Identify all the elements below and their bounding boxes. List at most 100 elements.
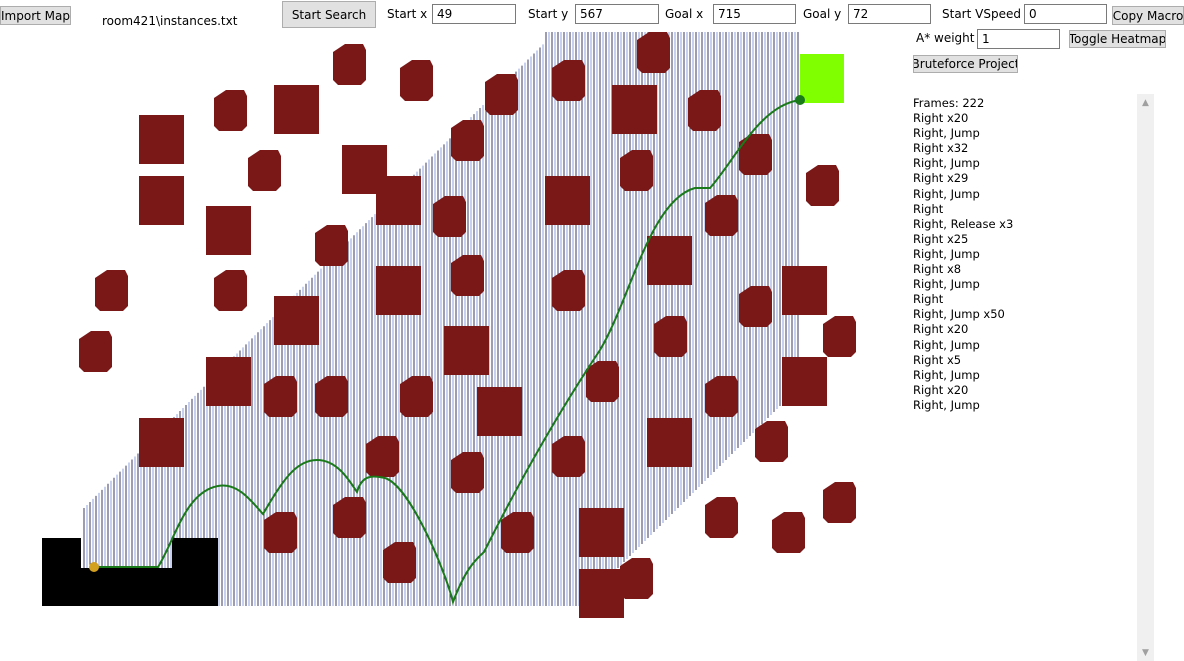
obstacle-blob — [383, 542, 416, 583]
obstacle-blob — [79, 331, 112, 372]
solution-path — [94, 99, 801, 606]
macro-line: Right, Jump — [913, 397, 980, 412]
goal-y-label: Goal y — [803, 7, 842, 21]
obstacle-block — [647, 236, 692, 285]
obstacle-block — [477, 387, 522, 436]
obstacle-blob — [552, 60, 585, 101]
macro-line: Right x29 — [913, 171, 969, 186]
macro-line: Right x5 — [913, 352, 962, 367]
macro-line: Right x32 — [913, 141, 969, 156]
obstacle-block — [579, 569, 624, 618]
obstacle-blob — [739, 134, 772, 175]
macro-line: Right x25 — [913, 231, 969, 246]
obstacle-blob — [823, 316, 856, 357]
obstacle-blob — [451, 255, 484, 296]
obstacle-blob — [485, 74, 518, 115]
macro-list: Frames: 222 Right x20 Right, Jump Right x32… — [913, 96, 1128, 413]
macro-line: Right, Jump — [913, 277, 980, 292]
obstacle-block — [444, 326, 489, 375]
obstacle-block — [206, 206, 251, 255]
obstacle-block — [782, 357, 827, 406]
obstacle-blob — [214, 90, 247, 131]
macro-line: Right, Jump — [913, 367, 980, 382]
obstacle-block — [376, 176, 421, 225]
macro-line: Right — [913, 201, 944, 216]
start-marker — [89, 562, 99, 572]
obstacle-blob — [214, 270, 247, 311]
obstacle-blob — [705, 376, 738, 417]
obstacle-blob — [400, 60, 433, 101]
obstacle-block — [206, 357, 251, 406]
map-canvas[interactable] — [0, 30, 900, 630]
macro-line: Right, Jump — [913, 186, 980, 201]
goal-zone — [800, 54, 844, 103]
obstacle-blob — [248, 150, 281, 191]
obstacle-blob — [552, 436, 585, 477]
obstacle-block — [647, 418, 692, 467]
obstacle-block — [612, 85, 657, 134]
obstacle-blob — [705, 497, 738, 538]
goal-marker — [795, 95, 805, 105]
macro-line: Right x20 — [913, 382, 969, 397]
obstacle-blob — [705, 195, 738, 236]
obstacle-blob — [333, 497, 366, 538]
bruteforce-project-button[interactable]: Bruteforce Project — [913, 55, 1018, 73]
start-vspeed-label: Start VSpeed — [942, 7, 1021, 21]
macro-line: Right, Jump — [913, 337, 980, 352]
chevron-down-icon[interactable]: ▼ — [1142, 647, 1149, 658]
obstacle-blob — [400, 376, 433, 417]
macro-line: Right — [913, 292, 944, 307]
obstacle-blob — [315, 376, 348, 417]
chevron-up-icon[interactable]: ▲ — [1142, 97, 1149, 108]
macro-line: Right, Release x3 — [913, 216, 1014, 231]
macro-line: Right x20 — [913, 322, 969, 337]
obstacle-blob — [620, 558, 653, 599]
obstacle-block — [376, 266, 421, 315]
macro-line: Right x20 — [913, 111, 969, 126]
obstacle-block — [139, 418, 184, 467]
obstacle-block — [139, 115, 184, 164]
goal-x-label: Goal x — [665, 7, 704, 21]
obstacle-blob — [95, 270, 128, 311]
macro-scrollbar[interactable]: ▲ ▼ — [1137, 94, 1154, 661]
macro-line: Right, Jump — [913, 246, 980, 261]
copy-macro-button[interactable]: Copy Macro — [1112, 6, 1184, 25]
obstacle-blob — [772, 512, 805, 553]
obstacle-blob — [806, 165, 839, 206]
obstacle-blob — [433, 196, 466, 237]
obstacle-blob — [315, 225, 348, 266]
start-vspeed-input[interactable] — [1024, 4, 1107, 24]
obstacle-blob — [333, 44, 366, 85]
astar-weight-label: A* weight — [916, 31, 975, 45]
obstacle-blob — [552, 270, 585, 311]
goal-x-input[interactable] — [713, 4, 796, 24]
obstacle-blob — [654, 316, 687, 357]
obstacle-blob — [501, 512, 534, 553]
obstacle-block — [579, 508, 624, 557]
start-x-input[interactable] — [432, 4, 516, 24]
obstacle-blob — [366, 436, 399, 477]
toggle-heatmap-button[interactable]: Toggle Heatmap — [1069, 30, 1166, 48]
map-file-label: room421\instances.txt — [102, 14, 238, 28]
obstacle-block — [274, 85, 319, 134]
ground-platform — [42, 538, 218, 606]
obstacle-block — [139, 176, 184, 225]
obstacle-block — [545, 176, 590, 225]
start-y-input[interactable] — [575, 4, 659, 24]
obstacle-blob — [620, 150, 653, 191]
macro-line: Right, Jump — [913, 126, 980, 141]
goal-y-input[interactable] — [848, 4, 931, 24]
start-y-label: Start y — [528, 7, 569, 21]
obstacle-blob — [451, 452, 484, 493]
start-x-label: Start x — [387, 7, 428, 21]
astar-weight-input[interactable] — [977, 29, 1060, 49]
obstacle-layer — [79, 32, 856, 618]
macro-line: Right, Jump x50 — [913, 307, 1005, 322]
start-search-button[interactable]: Start Search — [282, 1, 376, 28]
obstacle-blob — [755, 421, 788, 462]
obstacle-block — [274, 296, 319, 345]
obstacle-blob — [451, 120, 484, 161]
obstacle-blob — [637, 32, 670, 73]
import-map-button[interactable]: Import Map — [0, 6, 71, 25]
obstacle-blob — [586, 361, 619, 402]
